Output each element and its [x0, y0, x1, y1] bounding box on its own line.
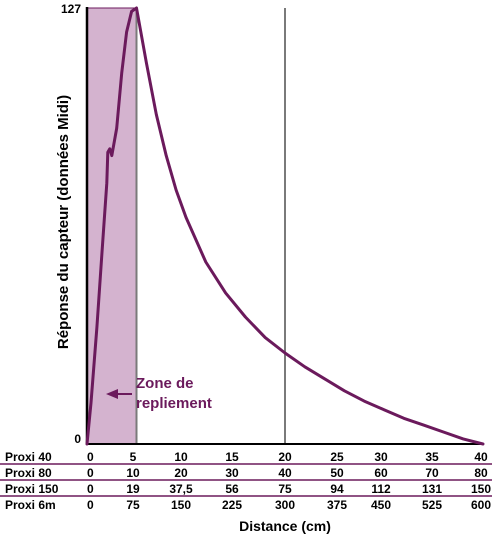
table-cell: 10: [174, 450, 188, 464]
table-cell: 75: [278, 482, 292, 496]
table-cell: 50: [330, 466, 344, 480]
table-cell: 19: [126, 482, 140, 496]
table-cell: 37,5: [169, 482, 193, 496]
table-cell: 131: [422, 482, 442, 496]
table-cell: 450: [371, 498, 391, 512]
table-cell: 56: [225, 482, 239, 496]
table-cell: 80: [474, 466, 488, 480]
table-cell: 0: [87, 450, 94, 464]
table-cell: 0: [87, 482, 94, 496]
table-cell: 5: [130, 450, 137, 464]
table-cell: 35: [425, 450, 439, 464]
x-axis-label: Distance (cm): [239, 518, 331, 534]
table-cell: 300: [275, 498, 295, 512]
table-cell: 0: [87, 466, 94, 480]
table-row-label: Proxi 6m: [5, 498, 56, 512]
table-cell: 15: [225, 450, 239, 464]
table-cell: 150: [171, 498, 191, 512]
table-cell: 10: [126, 466, 140, 480]
table-cell: 60: [374, 466, 388, 480]
table-cell: 30: [374, 450, 388, 464]
y-axis-label: Réponse du capteur (données Midi): [55, 95, 72, 349]
folding-zone-region: [86, 7, 137, 445]
annotation-line-1: Zone de: [136, 375, 194, 392]
annotation-line-2: repliement: [136, 395, 212, 412]
table-cell: 75: [126, 498, 140, 512]
table-cell: 375: [327, 498, 347, 512]
table-cell: 20: [278, 450, 292, 464]
table-row-label: Proxi 80: [5, 466, 52, 480]
table-cell: 225: [222, 498, 242, 512]
table-row-label: Proxi 40: [5, 450, 52, 464]
y-tick-label-0: 0: [74, 432, 81, 446]
distance-table: Proxi 40 0 5 10 15 20 25 30 35 40 Proxi 80 0 10 20 30 4…: [0, 450, 492, 512]
table-cell: 25: [330, 450, 344, 464]
table-cell: 112: [371, 482, 391, 496]
table-cell: 70: [425, 466, 439, 480]
table-cell: 40: [278, 466, 292, 480]
annotation-arrow-head: [106, 389, 118, 399]
table-cell: 30: [225, 466, 239, 480]
table-cell: 94: [330, 482, 344, 496]
table-cell: 600: [471, 498, 491, 512]
y-tick-label-127: 127: [61, 2, 81, 16]
table-cell: 525: [422, 498, 442, 512]
table-row-label: Proxi 150: [5, 482, 59, 496]
table-cell: 150: [471, 482, 491, 496]
sensor-response-curve: [85, 6, 485, 446]
table-cell: 20: [174, 466, 188, 480]
table-cell: 40: [474, 450, 488, 464]
table-cell: 0: [87, 498, 94, 512]
